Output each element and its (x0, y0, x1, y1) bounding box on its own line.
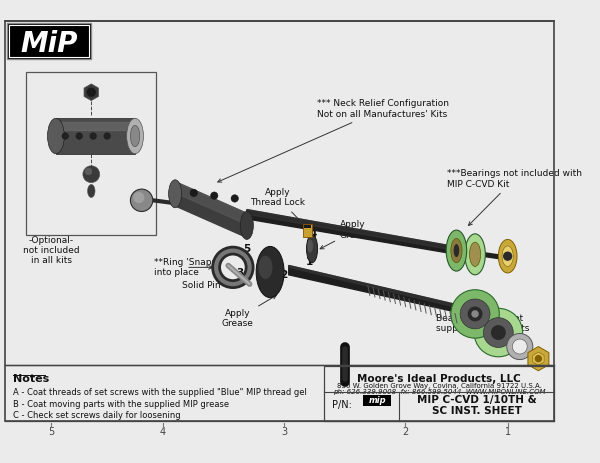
Bar (10, 25, 89, 57)
Circle shape (467, 307, 482, 321)
Bar (303, 224, 312, 237)
Polygon shape (175, 181, 247, 238)
Text: Bearing Journal not
supplied with all kits: Bearing Journal not supplied with all ki… (436, 313, 529, 333)
Circle shape (86, 88, 96, 97)
Text: Apply
Grease: Apply Grease (221, 295, 276, 328)
Text: Moore's Ideal Products, LLC: Moore's Ideal Products, LLC (358, 374, 521, 383)
Polygon shape (289, 265, 457, 312)
Text: C - Check set screws daily for loosening: C - Check set screws daily for loosening (13, 411, 181, 420)
Text: **Ring 'Snaps'
into place: **Ring 'Snaps' into place (154, 258, 218, 277)
Circle shape (83, 166, 100, 182)
Text: MIP C-CVD 1/10TH &: MIP C-CVD 1/10TH & (416, 394, 536, 405)
Circle shape (104, 133, 110, 139)
Circle shape (535, 355, 542, 363)
Text: MiP: MiP (20, 30, 78, 58)
Ellipse shape (241, 212, 253, 239)
Circle shape (231, 195, 238, 202)
Text: Solid Pin: Solid Pin (182, 280, 227, 290)
Text: mip: mip (368, 396, 386, 405)
Ellipse shape (259, 256, 272, 279)
Ellipse shape (499, 239, 517, 273)
Text: 4: 4 (309, 229, 317, 239)
Polygon shape (247, 210, 457, 250)
Ellipse shape (454, 244, 459, 257)
Ellipse shape (256, 246, 284, 298)
Ellipse shape (169, 180, 182, 208)
Circle shape (90, 133, 97, 139)
Bar (26, 72, 157, 235)
Text: 830 W. Golden Grove Way, Covina, California 91722 U.S.A.: 830 W. Golden Grove Way, Covina, Califor… (337, 383, 542, 389)
Ellipse shape (88, 184, 95, 198)
Text: 5: 5 (48, 427, 55, 437)
Ellipse shape (469, 242, 481, 266)
Text: P/N:: P/N: (332, 400, 352, 410)
Circle shape (512, 339, 527, 354)
Ellipse shape (465, 234, 485, 275)
Circle shape (190, 189, 197, 197)
Text: Apply
Thread Lock: Apply Thread Lock (250, 188, 305, 225)
Text: 1: 1 (505, 427, 511, 437)
Ellipse shape (47, 119, 64, 154)
Bar (363, 395, 391, 406)
Polygon shape (175, 181, 247, 225)
Text: A - Coat threads of set screws with the supplied "Blue" MIP thread gel: A - Coat threads of set screws with the … (13, 388, 307, 397)
Circle shape (503, 251, 512, 261)
Circle shape (491, 325, 506, 340)
Circle shape (451, 290, 499, 338)
Circle shape (133, 192, 145, 203)
Ellipse shape (502, 246, 513, 266)
Text: Apply
Grease: Apply Grease (320, 220, 372, 249)
Circle shape (76, 133, 82, 139)
Text: ph: 626.339.9008  fx: 866.599.5044  WWW.MIPONLINE.COM: ph: 626.339.9008 fx: 866.599.5044 WWW.MI… (333, 389, 545, 395)
Ellipse shape (130, 125, 140, 147)
Ellipse shape (307, 239, 313, 252)
Circle shape (460, 299, 490, 329)
Circle shape (507, 333, 533, 360)
Circle shape (474, 308, 523, 357)
Ellipse shape (446, 230, 467, 271)
Bar (7, 23, 91, 59)
Text: 2: 2 (280, 270, 288, 280)
Circle shape (484, 318, 513, 347)
Text: B - Coat moving parts with the supplied MIP grease: B - Coat moving parts with the supplied … (13, 400, 229, 409)
Circle shape (472, 310, 479, 318)
Bar (56, 119, 135, 154)
Circle shape (130, 189, 153, 212)
Polygon shape (247, 210, 457, 254)
Polygon shape (457, 249, 508, 260)
Text: Notes: Notes (13, 375, 49, 384)
Ellipse shape (127, 119, 143, 154)
Circle shape (211, 192, 218, 200)
Text: 3: 3 (237, 268, 244, 278)
Text: 4: 4 (160, 427, 166, 437)
Text: 2: 2 (402, 427, 409, 437)
Text: 3: 3 (281, 427, 287, 437)
Circle shape (62, 133, 68, 139)
Polygon shape (289, 265, 457, 307)
Text: SC INST. SHEET: SC INST. SHEET (431, 406, 521, 416)
Circle shape (85, 168, 92, 175)
Text: *** Neck Relief Configuration
Not on all Manufactures' Kits: *** Neck Relief Configuration Not on all… (218, 99, 449, 182)
Text: 5: 5 (243, 244, 250, 254)
Ellipse shape (307, 235, 317, 263)
Bar (304, 225, 311, 228)
Ellipse shape (451, 238, 462, 263)
Bar (324, 366, 554, 421)
Text: 1: 1 (305, 257, 313, 267)
Text: -Optional-
not included
in all kits: -Optional- not included in all kits (23, 236, 80, 265)
Text: ***Bearings not included with
MIP C-CVD Kit: ***Bearings not included with MIP C-CVD … (447, 169, 582, 225)
